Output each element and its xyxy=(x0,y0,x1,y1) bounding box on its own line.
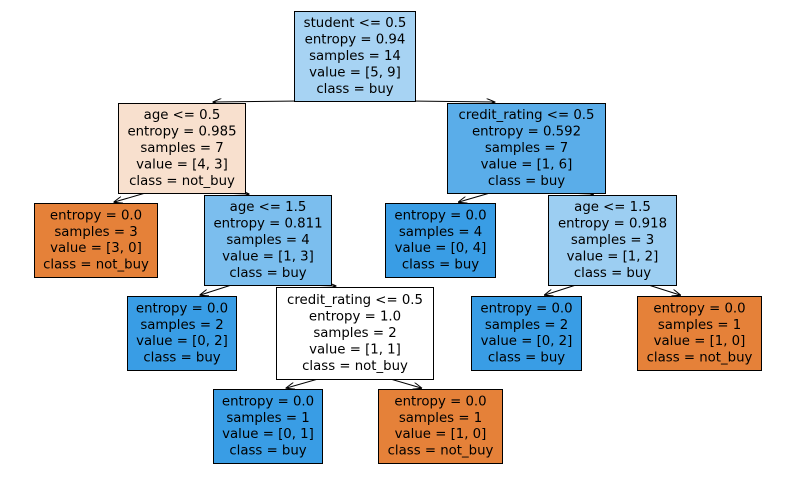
tree-node-box xyxy=(204,195,332,286)
tree-node-line: class = buy xyxy=(229,444,306,459)
tree-node-line: value = [0, 2] xyxy=(136,334,228,349)
tree-node-line: entropy = 0.0 xyxy=(50,208,142,223)
tree-node-line: class = not_buy xyxy=(129,174,235,189)
tree-node-line: entropy = 0.0 xyxy=(394,208,486,223)
tree-node-line: value = [5, 9] xyxy=(309,65,401,80)
tree-node-n8: credit_rating <= 0.5 entropy = 0.592sampl… xyxy=(447,103,606,194)
tree-node-line: class = buy xyxy=(143,351,220,366)
tree-node-line: credit_rating <= 0.5 xyxy=(459,108,595,123)
tree-node-n5: credit_rating <= 0.5 entropy = 1.0samples… xyxy=(276,287,434,380)
tree-node-line: class = buy xyxy=(402,258,479,273)
tree-node-line: samples = 7 xyxy=(485,141,568,156)
tree-node-line: value = [0, 1] xyxy=(222,427,314,442)
tree-node-box xyxy=(127,296,237,371)
tree-node-line: entropy = 0.918 xyxy=(558,217,667,232)
tree-node-line: value = [1, 0] xyxy=(654,334,746,349)
tree-edge-n10-n11 xyxy=(545,284,577,295)
tree-node-box xyxy=(385,203,496,278)
tree-node-line: value = [1, 0] xyxy=(395,427,487,442)
tree-node-line: samples = 3 xyxy=(571,233,654,248)
tree-node-line: class = not_buy xyxy=(43,258,149,273)
tree-edge-n0-n1 xyxy=(213,101,301,102)
tree-node-line: class = not_buy xyxy=(647,351,753,366)
tree-node-box xyxy=(213,389,323,464)
tree-node-line: class = buy xyxy=(316,82,393,97)
tree-node-line: entropy = 0.0 xyxy=(653,301,745,316)
tree-node-line: class = not_buy xyxy=(388,444,494,459)
tree-node-line: age <= 1.5 xyxy=(574,200,651,215)
tree-node-line: samples = 2 xyxy=(485,318,568,333)
tree-node-line: entropy = 0.0 xyxy=(394,394,486,409)
tree-node-line: samples = 14 xyxy=(309,49,401,64)
tree-node-line: student <= 0.5 xyxy=(304,16,407,31)
tree-node-line: credit_rating <= 0.5 xyxy=(287,293,423,308)
tree-node-line: value = [4, 3] xyxy=(136,157,228,172)
tree-node-line: samples = 7 xyxy=(140,141,223,156)
tree-node-box xyxy=(294,11,416,102)
tree-node-line: age <= 1.5 xyxy=(230,200,307,215)
tree-node-line: value = [1, 3] xyxy=(222,249,314,264)
tree-node-line: entropy = 0.811 xyxy=(213,217,322,232)
tree-node-box xyxy=(276,287,434,380)
tree-node-line: samples = 3 xyxy=(54,225,137,240)
tree-edge-n1-n2 xyxy=(114,192,146,202)
tree-node-box xyxy=(637,296,762,371)
tree-node-line: class = buy xyxy=(488,351,565,366)
tree-node-line: value = [1, 6] xyxy=(481,157,573,172)
tree-edge-n8-n9 xyxy=(459,192,491,202)
tree-node-line: value = [3, 0] xyxy=(50,241,142,256)
tree-node-line: age <= 0.5 xyxy=(144,108,221,123)
tree-node-line: entropy = 0.592 xyxy=(472,125,581,140)
tree-node-line: samples = 2 xyxy=(313,326,396,341)
tree-node-box xyxy=(378,389,503,464)
tree-node-line: entropy = 0.94 xyxy=(305,33,406,48)
tree-node-line: class = buy xyxy=(229,266,306,281)
tree-node-line: samples = 4 xyxy=(399,225,482,240)
tree-node-line: samples = 1 xyxy=(658,318,741,333)
tree-node-box xyxy=(548,195,677,286)
tree-node-box xyxy=(118,103,246,194)
tree-node-line: entropy = 0.985 xyxy=(127,125,236,140)
tree-node-box xyxy=(34,203,158,278)
tree-node-line: class = not_buy xyxy=(302,359,408,374)
tree-node-box xyxy=(471,296,582,371)
tree-node-line: class = buy xyxy=(574,266,651,281)
tree-node-line: value = [1, 1] xyxy=(309,342,401,357)
tree-node-line: entropy = 0.0 xyxy=(136,301,228,316)
tree-edge-n0-n8 xyxy=(408,101,494,102)
tree-node-box xyxy=(447,103,606,194)
tree-node-line: samples = 2 xyxy=(140,318,223,333)
tree-edge-n10-n12 xyxy=(648,284,680,295)
tree-node-line: samples = 4 xyxy=(226,233,309,248)
tree-node-line: value = [1, 2] xyxy=(567,249,659,264)
tree-node-line: entropy = 1.0 xyxy=(309,310,401,325)
tree-node-line: class = buy xyxy=(488,174,565,189)
tree-edge-n5-n6 xyxy=(287,378,319,388)
tree-node-line: value = [0, 2] xyxy=(481,334,573,349)
tree-node-line: entropy = 0.0 xyxy=(480,301,572,316)
tree-node-line: samples = 1 xyxy=(399,411,482,426)
tree-node-line: entropy = 0.0 xyxy=(222,394,314,409)
tree-edge-n3-n4 xyxy=(200,284,232,295)
tree-edge-n5-n7 xyxy=(390,378,421,388)
tree-node-line: value = [0, 4] xyxy=(395,241,487,256)
tree-node-line: samples = 1 xyxy=(226,411,309,426)
